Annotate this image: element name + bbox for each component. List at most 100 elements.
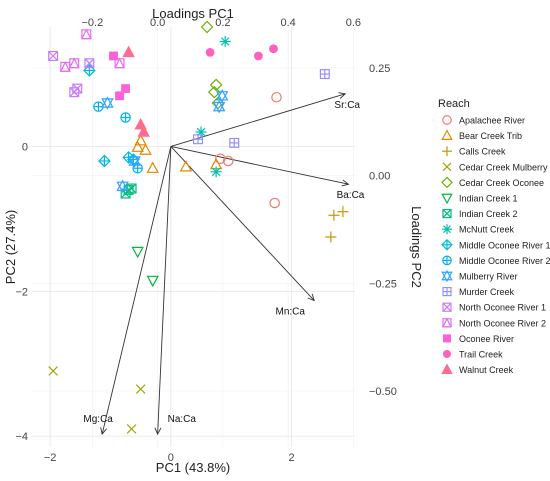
data-point: [84, 58, 95, 69]
legend-marker: [441, 363, 453, 374]
loading-arrowhead: [100, 427, 107, 436]
legend-item: Apalachee River: [442, 115, 525, 126]
legend-label: Mulberry River: [459, 272, 518, 282]
data-point: [59, 61, 71, 72]
loading-arrow: [101, 146, 172, 435]
data-point: [271, 91, 282, 103]
data-point: [120, 112, 131, 123]
data-point: [219, 35, 231, 47]
y-axis-title: PC2 (27.4%): [3, 210, 18, 284]
data-point: [48, 366, 58, 376]
legend-title: Reach: [438, 98, 470, 110]
data-point: [126, 424, 137, 434]
data-point: [116, 179, 129, 194]
x-tick-label: −2: [44, 452, 57, 464]
y-tick-label: 0: [22, 141, 28, 153]
data-point: [121, 84, 130, 93]
data-point: [269, 44, 278, 54]
data-point: [215, 89, 229, 103]
data-point: [98, 154, 111, 168]
legend-label: North Oconee River 1: [459, 303, 546, 313]
x-tick-label: 0: [168, 452, 174, 464]
legend-marker: [442, 302, 452, 312]
legend-label: Oconee River: [459, 334, 514, 344]
data-point: [254, 51, 263, 61]
legend-item: Calls Creek: [442, 146, 506, 157]
legend-item: Trail Creek: [443, 350, 503, 360]
legend-item: Cedar Creek Mulberry: [442, 162, 548, 172]
x2-tick-label: −0.2: [81, 17, 103, 29]
data-point: [131, 140, 144, 152]
data-point: [80, 28, 92, 40]
data-point: [114, 57, 125, 69]
data-point: [328, 209, 340, 221]
legend-label: Trail Creek: [459, 350, 503, 360]
data-point: [109, 51, 118, 61]
data-point: [69, 87, 80, 98]
legend-item: Mulberry River: [441, 269, 518, 283]
legend-label: Apalachee River: [459, 116, 525, 126]
legend-item: Oconee River: [443, 334, 514, 344]
data-point: [137, 125, 150, 137]
data-point: [146, 161, 159, 173]
legend-label: Middle Oconee River 1: [459, 240, 550, 250]
grid: [32, 27, 355, 447]
x2-tick-label: 0.2: [215, 17, 230, 29]
data-point: [337, 206, 349, 218]
y2-tick-label: −0.25: [369, 278, 397, 290]
legend-label: Indian Creek 1: [459, 194, 518, 204]
data-point: [205, 47, 215, 57]
data-point: [128, 154, 141, 168]
data-point: [48, 50, 59, 61]
legend-item: North Oconee River 2: [442, 317, 546, 328]
data-point: [269, 197, 280, 209]
data-point: [146, 275, 159, 288]
legend-marker: [443, 334, 451, 343]
data-point: [207, 85, 221, 99]
right-axis-title: Loadings PC2: [409, 206, 424, 288]
legend-marker: [442, 317, 452, 328]
data-point: [122, 45, 135, 58]
data-point: [93, 101, 104, 112]
legend-marker: [442, 115, 452, 125]
data-points: [48, 20, 349, 434]
legend-label: Cedar Creek Oconee: [459, 178, 544, 188]
legend-item: McNutt Creek: [442, 224, 515, 235]
axis-ticks: −2 0 2 −4 −2 0 −0.2 0.0 0.2 0.4 0.6 0.25 0.00 −0.25 −0…: [15, 17, 396, 464]
legend-item: Walnut Creek: [441, 363, 514, 375]
data-point: [68, 57, 80, 69]
data-point: [139, 143, 152, 155]
loading-label: Na:Ca: [168, 414, 197, 425]
data-point: [195, 126, 207, 138]
loading-label: Mn:Ca: [275, 307, 305, 318]
legend-item: Indian Creek 2: [442, 209, 518, 219]
y-tick-label: −4: [15, 431, 28, 443]
loading-arrowhead: [307, 293, 315, 302]
legend-label: North Oconee River 2: [459, 318, 546, 328]
loading-arrowhead: [341, 179, 350, 187]
data-point: [200, 20, 214, 34]
legend-label: Murder Creek: [459, 287, 515, 297]
data-point: [209, 78, 223, 92]
data-point: [319, 69, 330, 80]
loading-arrowhead: [154, 427, 162, 436]
loading-arrow: [170, 146, 349, 185]
loading-arrowhead: [338, 92, 347, 99]
data-point: [101, 96, 114, 110]
loading-arrow: [170, 146, 315, 301]
loading-label: Sr:Ca: [334, 100, 360, 111]
x-axis-title: PC1 (43.8%): [156, 460, 230, 475]
data-point: [325, 231, 337, 243]
data-point: [210, 166, 222, 178]
legend-label: Walnut Creek: [459, 365, 514, 375]
data-point: [222, 155, 234, 167]
data-point: [229, 137, 240, 148]
y2-tick-label: 0.00: [369, 171, 390, 183]
legend-label: Middle Oconee River 2: [459, 256, 550, 266]
data-point: [131, 246, 144, 259]
legend-item: Cedar Creek Oconee: [441, 176, 544, 189]
legend-item: Middle Oconee River 1: [441, 238, 550, 251]
legend-marker: [442, 224, 452, 235]
data-point: [193, 134, 204, 145]
